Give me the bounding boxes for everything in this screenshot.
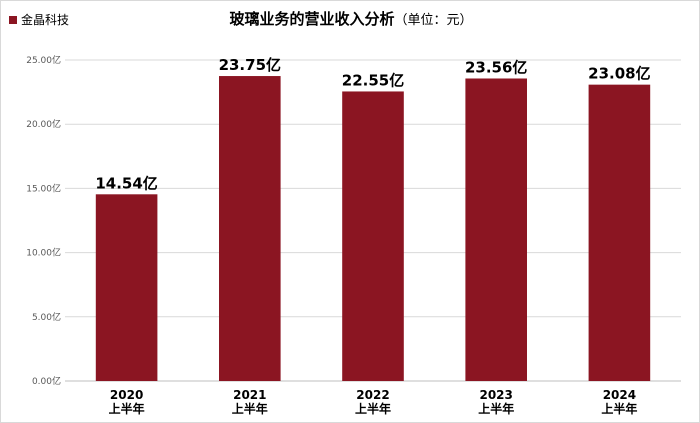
data-label: 23.75亿 xyxy=(219,56,281,74)
bar xyxy=(95,194,158,381)
y-axis-ticks: 0.00亿 5.00亿 10.00亿 15.00亿 20.00亿 25.00亿 xyxy=(26,54,61,387)
x-category-label: 2020 xyxy=(110,388,143,402)
legend: 金晶科技 xyxy=(9,12,69,27)
legend-swatch xyxy=(9,16,17,24)
y-tick-label: 20.00亿 xyxy=(26,118,61,130)
y-tick-label: 25.00亿 xyxy=(26,54,61,66)
x-category-label: 上半年 xyxy=(478,401,514,416)
data-label: 14.54亿 xyxy=(95,174,157,192)
chart-title: 玻璃业务的营业收入分析（单位：元） xyxy=(229,10,472,28)
legend-label: 金晶科技 xyxy=(21,12,69,27)
x-category-label: 上半年 xyxy=(355,401,391,416)
chart-title-main: 玻璃业务的营业收入分析 xyxy=(229,10,394,28)
data-label: 23.56亿 xyxy=(465,58,527,76)
x-category-label: 上半年 xyxy=(109,401,145,416)
chart-title-unit: （单位：元） xyxy=(395,13,473,28)
data-labels: 14.54亿 23.75亿 22.55亿 23.56亿 23.08亿 xyxy=(95,56,650,192)
bars xyxy=(95,76,651,382)
bar xyxy=(588,84,651,381)
y-tick-label: 0.00亿 xyxy=(32,375,61,387)
y-tick-label: 10.00亿 xyxy=(26,247,61,259)
data-label: 23.08亿 xyxy=(588,65,650,83)
data-label: 22.55亿 xyxy=(342,71,404,89)
x-category-label: 2021 xyxy=(233,388,266,402)
y-tick-label: 5.00亿 xyxy=(32,311,61,323)
x-category-label: 上半年 xyxy=(601,401,637,416)
x-category-label: 上半年 xyxy=(232,401,268,416)
x-category-label: 2024 xyxy=(603,388,636,402)
x-category-label: 2022 xyxy=(356,388,389,402)
y-tick-label: 15.00亿 xyxy=(26,182,61,194)
x-category-label: 2023 xyxy=(479,388,512,402)
bar xyxy=(465,78,527,382)
bar xyxy=(219,76,281,382)
bar xyxy=(342,91,404,381)
